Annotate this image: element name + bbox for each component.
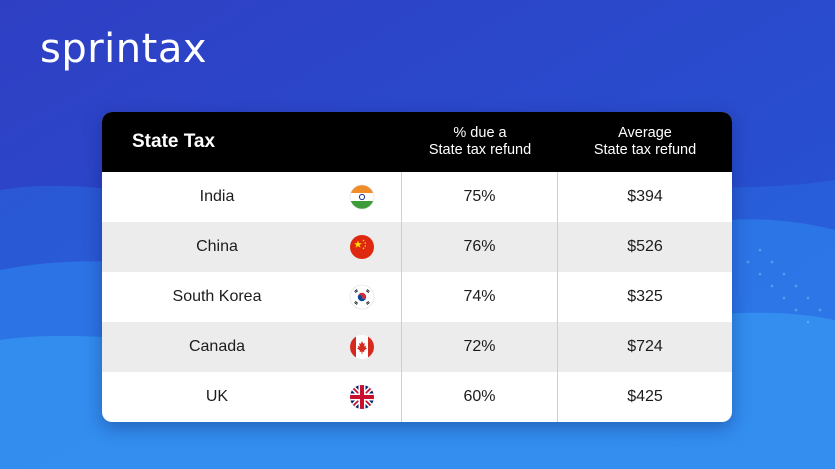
- table-row: Canada 72% $724: [102, 322, 732, 372]
- header-average-line2: State tax refund: [593, 142, 697, 158]
- percent-value: 72%: [402, 322, 558, 372]
- south-korea-flag-icon: [349, 284, 374, 310]
- average-value: $526: [627, 238, 663, 255]
- header-state-tax: State Tax: [132, 131, 216, 152]
- state-tax-table: State Tax % due a State tax refund Averag…: [102, 112, 732, 422]
- sprintax-logo: sprintax: [40, 26, 208, 72]
- table-header: State Tax % due a State tax refund Averag…: [102, 112, 732, 172]
- country-name: UK: [205, 388, 229, 405]
- table-row: China 76% $526: [102, 222, 732, 272]
- table-row: UK 60% $425: [102, 372, 732, 422]
- china-flag-icon: [349, 235, 374, 259]
- country-name: China: [196, 238, 238, 255]
- country-name: Canada: [188, 338, 246, 355]
- header-average-refund: Average State tax refund: [558, 112, 732, 172]
- average-value: $425: [627, 388, 663, 405]
- header-percent-line1: % due a: [453, 125, 507, 141]
- table-row: India 75% $394: [102, 172, 732, 222]
- percent-value: 75%: [402, 172, 558, 222]
- canada-flag-icon: [349, 335, 374, 359]
- table-row: South Korea 74% $325: [102, 272, 732, 322]
- average-value: $724: [627, 338, 663, 355]
- percent-value: 74%: [402, 272, 558, 322]
- country-name: India: [199, 188, 235, 205]
- percent-value: 60%: [402, 372, 558, 422]
- header-percent-line2: State tax refund: [428, 142, 532, 158]
- header-percent-due: % due a State tax refund: [402, 112, 558, 172]
- average-value: $394: [627, 188, 663, 205]
- india-flag-icon: [349, 184, 374, 210]
- uk-flag-icon: [349, 385, 374, 409]
- country-name: South Korea: [172, 288, 262, 305]
- header-average-line1: Average: [618, 125, 672, 141]
- percent-value: 76%: [402, 222, 558, 272]
- average-value: $325: [627, 288, 663, 305]
